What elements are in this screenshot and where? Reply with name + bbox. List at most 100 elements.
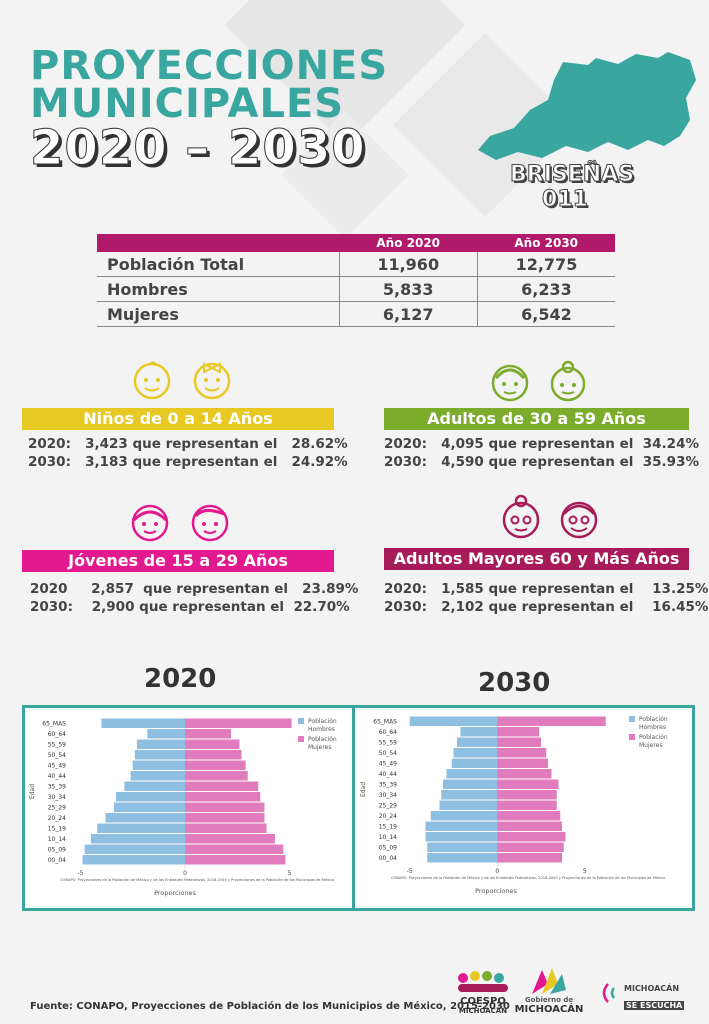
axis-label-y: Edad — [360, 782, 367, 797]
bar — [82, 855, 185, 865]
tick-label-age: 00_04 — [379, 855, 397, 862]
bar — [116, 792, 185, 802]
bar — [427, 842, 498, 852]
table-header-2020: Año 2020 — [339, 234, 478, 252]
bar — [497, 821, 562, 831]
category-line-2020: 2020: 4,095 que representan el 34.24% — [384, 436, 699, 452]
bar — [425, 821, 498, 831]
tick-label-x: -5 — [407, 868, 413, 875]
row-label: Hombres — [97, 276, 339, 302]
municipality-code: 011 — [542, 187, 589, 213]
bar — [497, 842, 564, 852]
gobierno-logo-line2: MICHOACÁN — [514, 1004, 584, 1015]
escucha-line2: SE ESCUCHA — [624, 1001, 685, 1010]
tick-label-age: 15_19 — [48, 826, 66, 833]
legend-label-part: Hombres — [308, 726, 335, 733]
bar — [497, 737, 541, 747]
legend-label-part: Población — [308, 736, 337, 743]
tick-label-age: 35_39 — [48, 784, 66, 791]
bar — [97, 823, 185, 833]
charts-divider — [352, 705, 355, 911]
bar — [185, 739, 240, 749]
tick-label-age: 15_19 — [379, 824, 397, 831]
bar — [147, 729, 185, 739]
bar — [132, 760, 185, 770]
category-bar-mayores: Adultos Mayores 60 y Más Años — [384, 548, 689, 570]
bar — [497, 853, 562, 863]
tick-label-x: -5 — [77, 870, 83, 877]
tick-label-age: 60_64 — [379, 729, 397, 736]
tick-label-age: 30_34 — [379, 792, 397, 799]
legend-label-part: Hombres — [639, 724, 666, 731]
table-header-2030: Año 2030 — [477, 234, 615, 252]
tick-label-age: 55_59 — [48, 742, 66, 749]
municipality-map-shape — [478, 52, 696, 160]
tick-label-age: 60_64 — [48, 731, 66, 738]
row-label: Población Total — [97, 252, 339, 277]
bar — [446, 769, 498, 779]
tick-label-age: 65_MAS — [42, 721, 66, 728]
bar — [460, 727, 498, 737]
elderly-man-icon — [560, 501, 598, 539]
young-woman-icon — [131, 504, 169, 542]
source-note: Fuente: CONAPO, Proyecciones de Població… — [30, 1001, 510, 1012]
bar — [130, 771, 185, 781]
category-line-2030: 2030: 4,590 que representan el 35.93% — [384, 454, 699, 470]
legend-label-part: Población — [639, 734, 668, 741]
tick-label-age: 10_14 — [379, 834, 397, 841]
tick-label-age: 40_44 — [379, 771, 397, 778]
table-header-empty — [97, 234, 339, 252]
legend-swatch — [629, 716, 635, 722]
population-table: Año 2020 Año 2030 Población Total 11,960… — [97, 234, 615, 327]
coespo-logo-line1: COESPO — [460, 996, 506, 1007]
tick-label-age: 05_09 — [379, 845, 397, 852]
bar — [185, 792, 261, 802]
category-line-2030: 2030: 2,102 que representan el 16.45% — [384, 599, 709, 615]
gobierno-logo-icon — [532, 968, 566, 994]
bar — [185, 760, 246, 770]
legend-label-part: Población — [308, 718, 337, 725]
bar — [185, 802, 265, 812]
table-row: Hombres 5,833 6,233 — [97, 276, 615, 302]
municipality-name-text: BRISEÑAS — [510, 161, 635, 187]
bar — [453, 748, 498, 758]
chart-title-2020: 2020 — [144, 664, 217, 694]
tick-label-x: 5 — [583, 868, 587, 875]
adult-man-icon — [491, 364, 529, 402]
coespo-logo-line2: MICHOACÁN — [458, 1007, 508, 1015]
bar — [185, 823, 267, 833]
category-line-2030: 2030: 3,183 que representan el 24.92% — [28, 454, 348, 470]
bar — [497, 716, 606, 726]
bar — [185, 771, 248, 781]
axis-label-x: Proporciones — [475, 887, 517, 895]
bar — [497, 748, 547, 758]
gobierno-logo-line1: Gobierno de — [524, 996, 574, 1004]
adult-woman-icon — [550, 360, 586, 402]
category-line-2020: 2020 2,857 que representan el 23.89% — [30, 581, 359, 597]
baby-girl-icon — [193, 362, 231, 400]
bar — [409, 716, 498, 726]
row-label: Mujeres — [97, 301, 339, 327]
legend-label: Población Hombres — [639, 716, 668, 731]
tick-label-age: 20_24 — [48, 815, 66, 822]
axis-label-x: Proporciones — [154, 889, 196, 897]
gobierno-logo-text: Gobierno de MICHOACÁN — [512, 996, 586, 1015]
tick-label-age: 50_54 — [48, 752, 66, 759]
bar — [497, 811, 561, 821]
chart-source-note: CONAPO. Proyecciones de la Población de … — [391, 876, 665, 880]
legend-swatch — [629, 734, 635, 740]
row-value-2020: 11,960 — [338, 252, 478, 277]
bar — [185, 844, 284, 854]
legend-swatch — [298, 718, 304, 724]
table-row: Mujeres 6,127 6,542 — [97, 301, 615, 327]
bar — [185, 813, 265, 823]
bar — [185, 855, 286, 865]
legend-swatch — [298, 736, 304, 742]
bar — [84, 844, 185, 854]
legend-label: Población Mujeres — [308, 736, 337, 751]
tick-label-x: 5 — [288, 870, 292, 877]
title-line-1: PROYECCIONES — [30, 43, 389, 89]
bar — [425, 832, 498, 842]
tick-label-age: 30_34 — [48, 794, 66, 801]
chart-source-note: CONAPO. Proyecciones de la Población de … — [60, 878, 334, 882]
